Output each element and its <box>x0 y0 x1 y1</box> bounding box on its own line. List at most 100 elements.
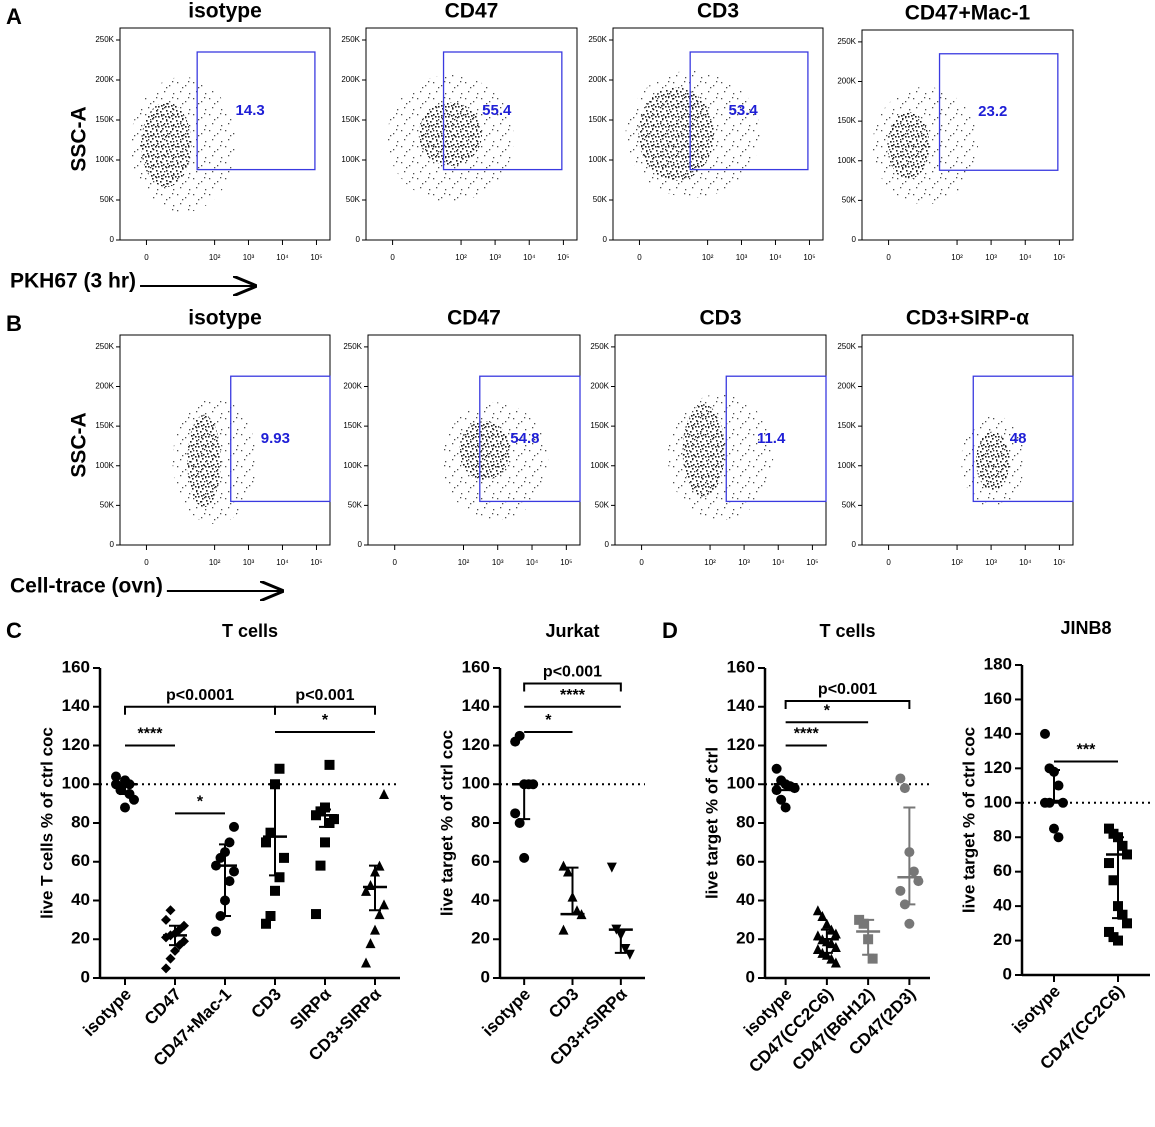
x-tick-label: 0 <box>144 253 149 262</box>
x-tick-label: 10⁴ <box>276 253 289 262</box>
gate-value: 14.3 <box>236 102 265 119</box>
plot-frame <box>612 27 824 241</box>
y-axis-label: live T cells % of ctrl coc <box>37 727 56 919</box>
y-tick-label: 100K <box>590 461 609 470</box>
x-tick-label: 10⁴ <box>1019 558 1032 567</box>
significance-label: *** <box>1077 742 1096 759</box>
data-point <box>771 763 782 774</box>
data-point <box>558 860 569 871</box>
data-point <box>179 936 189 947</box>
y-tick-label: 180 <box>984 654 1012 673</box>
gate <box>972 375 1074 503</box>
data-point <box>830 942 841 952</box>
data-point <box>379 899 389 910</box>
data-point <box>270 885 280 896</box>
data-point <box>324 759 335 770</box>
gate-value: 53.4 <box>729 102 759 119</box>
data-point <box>510 808 521 819</box>
data-point <box>1104 926 1114 937</box>
comparison-bracket <box>523 682 622 692</box>
y-tick-label: 250K <box>588 35 607 44</box>
x-tick-label: 10³ <box>489 253 501 262</box>
y-tick-label: 200K <box>95 382 114 391</box>
x-tick-label: 10³ <box>985 253 997 262</box>
panel-label: C <box>6 618 22 643</box>
gate-value: 23.2 <box>978 103 1007 120</box>
plot-title: isotype <box>188 307 262 330</box>
data-point <box>161 914 171 925</box>
data-point <box>904 918 915 929</box>
x-tick-label: 10⁵ <box>806 558 818 567</box>
data-point <box>776 794 787 805</box>
x-tick-label: 10⁵ <box>803 253 815 262</box>
y-tick-label: 0 <box>81 967 90 986</box>
data-point <box>315 860 326 871</box>
y-tick-label: 250K <box>837 342 856 351</box>
x-tick-label: 0 <box>886 558 891 567</box>
y-tick-label: 160 <box>62 657 90 676</box>
data-point <box>624 949 635 960</box>
error-bar <box>219 843 231 917</box>
y-tick-label: 200K <box>95 75 114 84</box>
y-axis-label: live target % of ctrl coc <box>437 730 456 916</box>
data-point <box>780 802 791 813</box>
y-tick-label: 60 <box>471 851 490 870</box>
y-tick-label: 200K <box>590 382 609 391</box>
data-point <box>165 905 176 916</box>
y-tick-label: 0 <box>603 235 608 244</box>
data-point <box>361 885 371 896</box>
plot-frame <box>861 29 1074 241</box>
y-tick-label: 0 <box>110 235 115 244</box>
y-tick-label: 20 <box>993 930 1012 949</box>
y-tick-label: 150K <box>341 115 360 124</box>
y-tick-label: 40 <box>736 890 755 909</box>
data-point <box>1104 858 1114 869</box>
y-tick-label: 100 <box>62 774 90 793</box>
y-tick-label: 0 <box>110 540 115 549</box>
y-tick-label: 120 <box>62 735 90 754</box>
data-point <box>867 953 878 964</box>
x-tick-label: 0 <box>639 558 644 567</box>
data-point <box>179 920 189 931</box>
plot-title: CD3 <box>699 307 741 330</box>
y-tick-label: 140 <box>462 696 490 715</box>
significance-label: * <box>824 702 831 719</box>
data-point <box>265 911 276 921</box>
x-tick-label: 10² <box>209 253 221 262</box>
data-point <box>858 918 869 929</box>
x-tick-label: isotype <box>1008 982 1064 1038</box>
y-tick-label: 100 <box>727 774 755 793</box>
y-tick-label: 0 <box>1003 964 1012 983</box>
data-point <box>817 911 828 921</box>
data-point <box>279 852 289 863</box>
gate <box>689 51 809 171</box>
y-tick-label: 150K <box>837 116 856 125</box>
x-axis-label: PKH67 (3 hr) <box>10 270 136 293</box>
y-tick-label: 250K <box>343 342 362 351</box>
y-tick-label: 20 <box>71 929 90 948</box>
y-tick-label: 120 <box>984 758 1012 777</box>
gate <box>479 375 581 503</box>
y-tick-label: 140 <box>727 696 755 715</box>
y-tick-label: 0 <box>358 540 363 549</box>
y-tick-label: 0 <box>852 540 857 549</box>
x-tick-label: 0 <box>392 558 397 567</box>
significance-label: * <box>545 712 552 729</box>
event-cloud <box>887 111 930 180</box>
gate <box>230 375 331 503</box>
data-point <box>895 773 906 784</box>
y-tick-label: 50K <box>346 195 361 204</box>
y-tick-label: 60 <box>71 851 90 870</box>
x-tick-label: 10⁵ <box>310 253 322 262</box>
x-tick-label: CD3 <box>248 985 285 1022</box>
y-tick-label: 40 <box>471 890 490 909</box>
data-point <box>558 924 569 935</box>
x-tick-label: SIRPα <box>286 984 335 1033</box>
y-tick-label: 120 <box>727 735 755 754</box>
data-point <box>111 771 121 782</box>
data-point <box>229 866 239 877</box>
y-tick-label: 100K <box>343 461 362 470</box>
x-tick-label: 0 <box>637 253 642 262</box>
y-tick-label: 100K <box>837 461 856 470</box>
data-point <box>620 943 631 954</box>
